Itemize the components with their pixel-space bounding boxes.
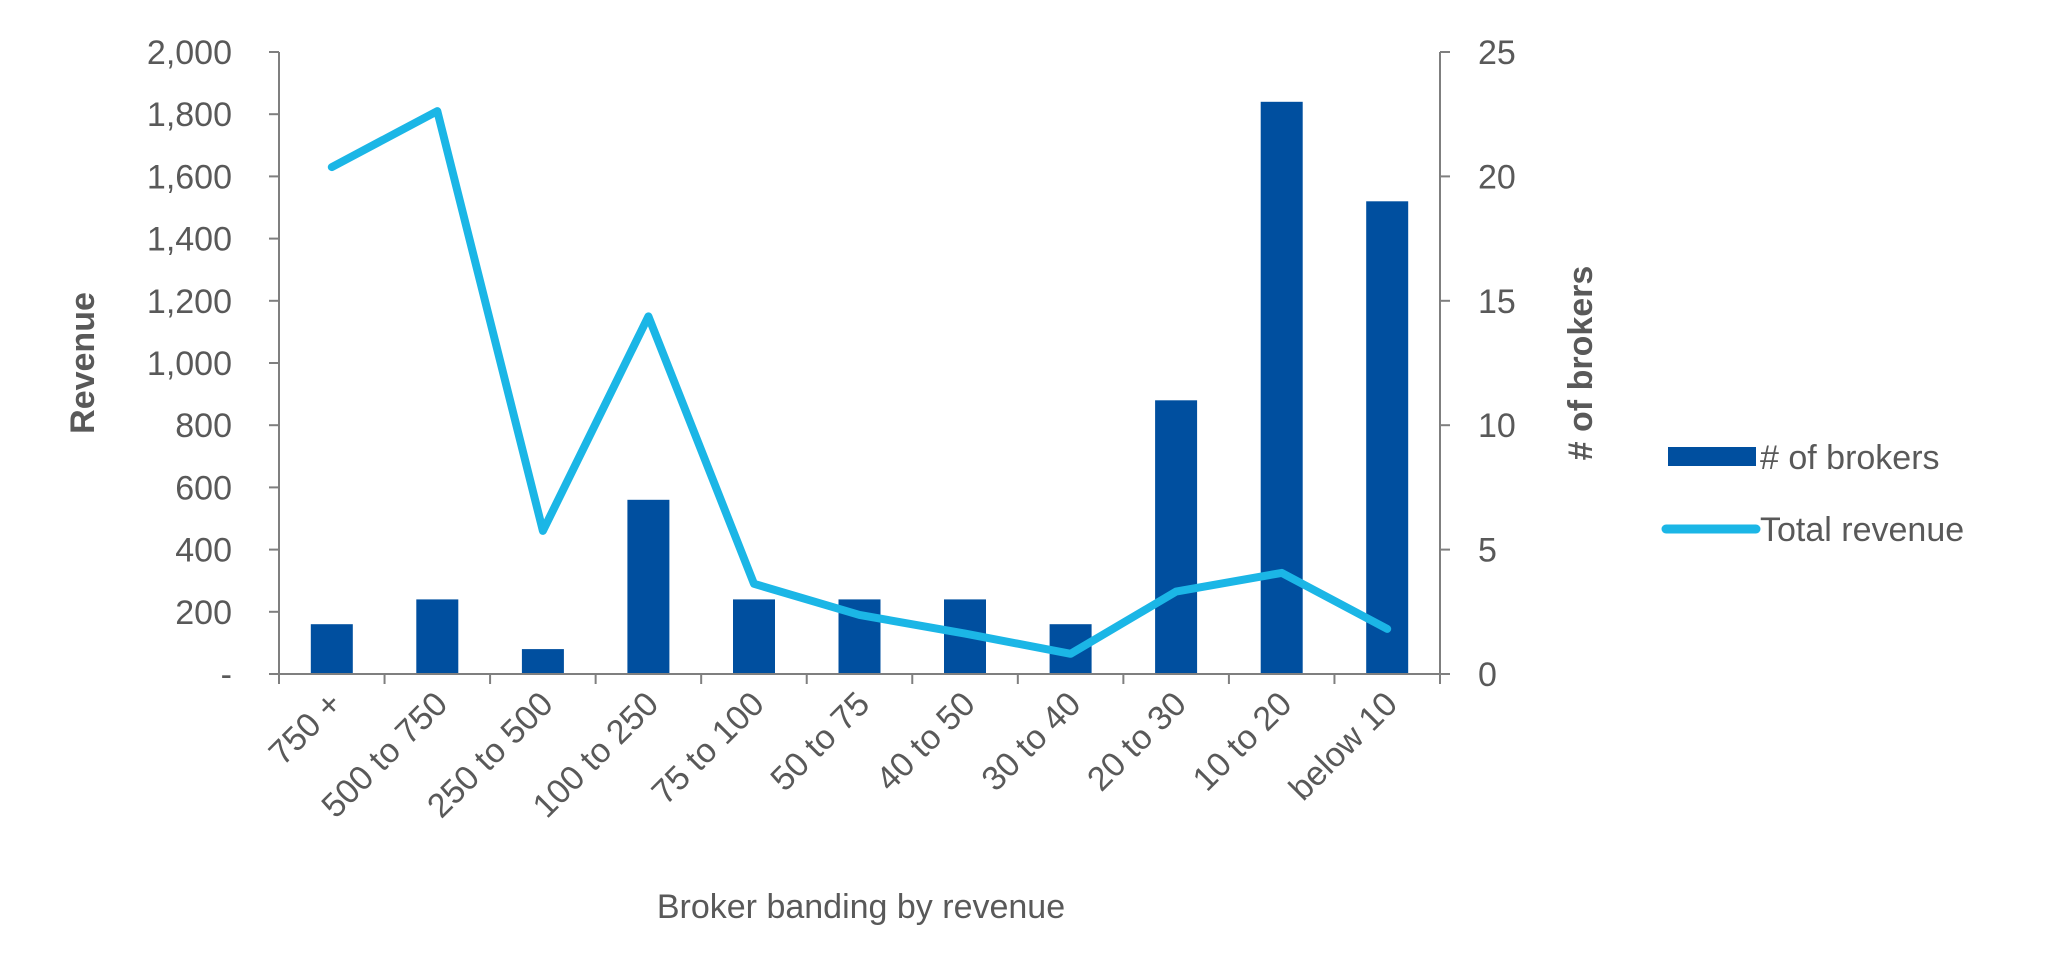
x-tick-label-10: below 10 <box>1282 685 1405 808</box>
bar-10 <box>1366 201 1409 675</box>
y-left-tick-label-10: 2,000 <box>147 34 232 72</box>
y-axis-right-title: # of brokers <box>1562 266 1600 461</box>
y-left-tick-label-8: 1,600 <box>147 158 232 196</box>
legend-label-brokers: # of brokers <box>1760 439 1940 477</box>
bar-9 <box>1260 101 1303 675</box>
bar-0 <box>310 624 353 674</box>
y-left-tick-label-5: 1,000 <box>147 345 232 383</box>
bar-series <box>310 101 1409 675</box>
bar-2 <box>521 649 564 674</box>
y-left-tick-label-9: 1,800 <box>147 96 232 134</box>
y-left-tick-label-3: 600 <box>175 469 232 507</box>
y-axis-left-title: Revenue <box>64 292 102 434</box>
revenue-point-10 <box>1386 628 1388 630</box>
x-tick-label-0: 750 + <box>262 685 350 773</box>
legend-swatch-brokers <box>1668 447 1756 466</box>
y-right-tick-label-2: 10 <box>1478 407 1516 445</box>
revenue-point-8 <box>1175 591 1177 593</box>
right-axis-ticks: 0 5 10 15 20 25 <box>1440 34 1516 694</box>
y-right-tick-label-4: 20 <box>1478 158 1516 196</box>
x-tick-label-7: 30 to 40 <box>974 685 1088 799</box>
y-left-tick-label-7: 1,400 <box>147 221 232 259</box>
revenue-point-4 <box>753 583 755 585</box>
x-tick-label-8: 20 to 30 <box>1080 685 1194 799</box>
left-axis-ticks: - 200 400 600 800 1,000 1,200 1,400 1,600 1,800 2,… <box>147 34 279 694</box>
y-left-tick-label-0: - <box>221 656 232 694</box>
x-tick-label-5: 50 to 75 <box>763 685 877 799</box>
bar-1 <box>416 599 459 674</box>
y-right-tick-label-5: 25 <box>1478 34 1516 72</box>
y-left-tick-label-6: 1,200 <box>147 283 232 321</box>
bar-3 <box>627 499 670 674</box>
revenue-point-1 <box>436 110 438 112</box>
revenue-line <box>327 107 1392 658</box>
y-right-tick-label-1: 5 <box>1478 532 1497 570</box>
x-tick-label-6: 40 to 50 <box>869 685 983 799</box>
revenue-point-7 <box>1070 653 1072 655</box>
y-right-tick-label-0: 0 <box>1478 656 1497 694</box>
bar-4 <box>733 599 775 674</box>
y-left-tick-label-4: 800 <box>175 407 232 445</box>
revenue-point-9 <box>1281 572 1283 574</box>
x-axis-title: Broker banding by revenue <box>657 888 1065 926</box>
y-left-tick-label-2: 400 <box>175 532 232 570</box>
revenue-point-5 <box>859 614 860 616</box>
line-series <box>327 107 1392 658</box>
revenue-point-2 <box>542 530 544 532</box>
revenue-point-0 <box>331 166 333 168</box>
legend: # of brokers Total revenue <box>1661 439 1964 549</box>
bar-8 <box>1155 400 1198 674</box>
y-right-tick-label-3: 15 <box>1478 283 1516 321</box>
revenue-point-3 <box>647 315 649 317</box>
revenue-point-6 <box>964 633 966 635</box>
legend-label-revenue: Total revenue <box>1760 511 1964 549</box>
x-tick-label-4: 75 to 100 <box>644 685 771 812</box>
y-left-tick-label-1: 200 <box>175 594 232 632</box>
